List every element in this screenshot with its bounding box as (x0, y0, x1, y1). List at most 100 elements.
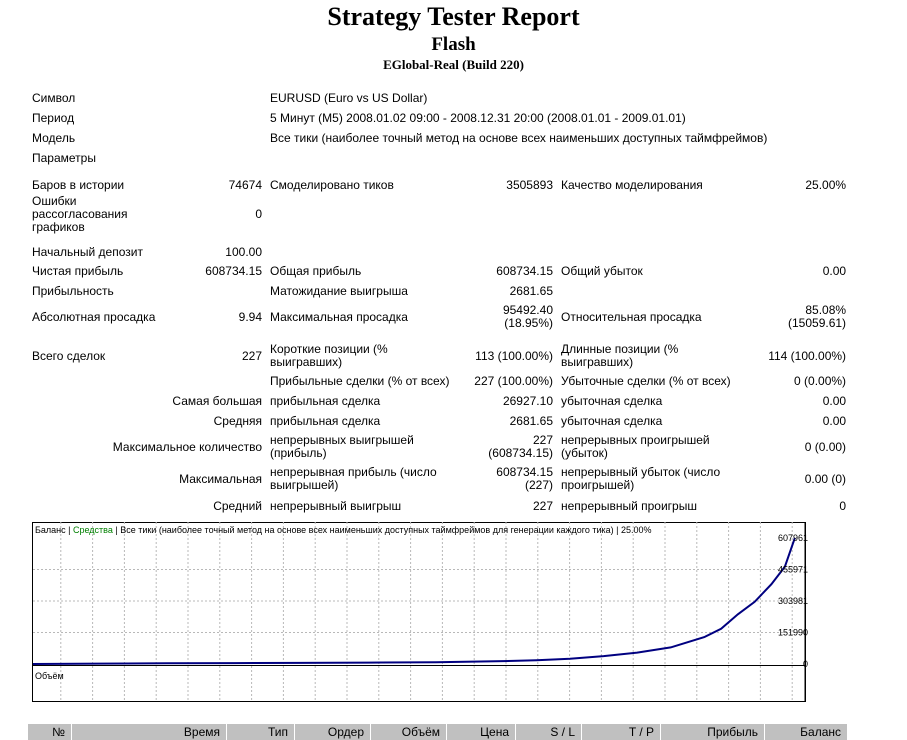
payoff-label: Матожидание выигрыша (270, 283, 408, 298)
model-value: Все тики (наиболее точный метод на основ… (270, 130, 768, 145)
avg-losses-label: непрерывный проигрыш (561, 498, 697, 513)
gross-loss-value: 0.00 (822, 263, 847, 278)
abs-drawdown-value: 9.94 (238, 309, 262, 324)
deals-column-header[interactable]: T / P (582, 724, 661, 740)
legend-sep: | (66, 525, 73, 535)
deposit-value: 100.00 (225, 244, 262, 259)
profit-factor-label: Прибыльность (32, 283, 114, 298)
loss-trades-label: Убыточные сделки (% от всех) (561, 373, 731, 388)
period-value: 5 Минут (M5) 2008.01.02 09:00 - 2008.12.… (270, 110, 686, 125)
model-label: Модель (32, 130, 76, 145)
net-profit-label: Чистая прибыль (32, 263, 124, 278)
deals-column-header[interactable]: Объём (371, 724, 447, 740)
cons-profit-value: 608734.15 (227) (496, 465, 553, 492)
cons-loss-label: непрерывный убыток (число проигрышей) (561, 465, 721, 492)
gross-profit-value: 608734.15 (496, 263, 553, 278)
long-label: Длинные позиции (% выигравших) (561, 342, 679, 369)
total-trades-label: Всего сделок (32, 348, 106, 363)
avg-loss-label: убыточная сделка (561, 413, 663, 428)
symbol-value: EURUSD (Euro vs US Dollar) (270, 90, 428, 105)
cons-wins-label: непрерывных выигрышей (прибыль) (270, 433, 414, 460)
legend-balance: Баланс (35, 525, 66, 535)
chart-main-frame (32, 522, 806, 666)
loss-trades-value: 0 (0.00%) (794, 373, 847, 388)
deals-column-header[interactable]: Тип (227, 724, 295, 740)
server-name: EGlobal-Real (Build 220) (383, 57, 524, 72)
max-count-label: Максимальное количество (112, 439, 262, 454)
avg-wins-value: 227 (532, 498, 553, 513)
period-label: Период (32, 110, 75, 125)
largest-loss-label: убыточная сделка (561, 393, 663, 408)
max-drawdown-label: Максимальная просадка (270, 309, 408, 324)
ticks-value: 3505893 (506, 177, 553, 192)
legend-rest: | Все тики (наиболее точный метод на осн… (113, 525, 652, 535)
rel-drawdown-abs: (15059.61) (788, 316, 847, 330)
legend-equity: Средства (73, 525, 113, 535)
chart-volume-frame (32, 665, 806, 702)
maximal-label: Максимальная (179, 471, 262, 486)
gross-profit-label: Общая прибыль (270, 263, 362, 278)
y-tick-label: 0 (803, 659, 808, 669)
gross-loss-label: Общий убыток (561, 263, 643, 278)
profit-trades-value: 227 (100.00%) (474, 373, 553, 388)
deals-column-header[interactable]: № (28, 724, 72, 740)
max-drawdown-pct: (18.95%) (504, 316, 553, 330)
y-axis-ticks: 607961 455971 303981 151990 0 (778, 533, 808, 669)
avg-loss-value: 0.00 (822, 413, 847, 428)
mismatch-label: Ошибки рассогласования графиков (32, 194, 128, 234)
chart-legend: Баланс | Средства | Все тики (наиболее т… (35, 525, 652, 535)
y-tick-label: 151990 (778, 628, 808, 638)
average-label: Средняя (213, 413, 262, 428)
largest-profit-label: прибыльная сделка (270, 393, 381, 408)
volume-label: Объём (35, 671, 64, 681)
largest-loss-value: 0.00 (822, 393, 847, 408)
deposit-label: Начальный депозит (32, 244, 143, 259)
deals-column-header[interactable]: Прибыль (661, 724, 765, 740)
max-drawdown-value: 95492.40 (502, 303, 553, 317)
params-label: Параметры (32, 150, 96, 165)
chart-grid (33, 522, 805, 702)
quality-label: Качество моделирования (561, 177, 703, 192)
deals-column-header[interactable]: Баланс (765, 724, 848, 740)
bars-label: Баров в истории (32, 177, 125, 192)
abs-drawdown-label: Абсолютная просадка (32, 309, 156, 324)
rel-drawdown-label: Относительная просадка (561, 309, 702, 324)
deals-column-header[interactable]: Ордер (295, 724, 371, 740)
avg-profit-label: прибыльная сделка (270, 413, 381, 428)
cons-losses-label: непрерывных проигрышей (убыток) (561, 433, 710, 460)
largest-label: Самая большая (172, 393, 262, 408)
short-value: 113 (100.00%) (475, 348, 553, 363)
y-tick-label: 303981 (778, 596, 808, 606)
y-tick-label: 455971 (778, 565, 808, 575)
total-trades-value: 227 (241, 348, 262, 363)
cons-profit-label: непрерывная прибыль (число выигрышей) (270, 465, 437, 492)
bars-value: 74674 (228, 177, 262, 192)
avg-profit-value: 2681.65 (509, 413, 553, 428)
cons-loss-value: 0.00 (0) (804, 471, 847, 486)
symbol-label: Символ (32, 90, 76, 105)
largest-profit-value: 26927.10 (502, 393, 553, 408)
y-tick-label: 607961 (778, 533, 808, 543)
deals-column-header[interactable]: Цена (447, 724, 516, 740)
expert-name: Flash (431, 34, 476, 55)
quality-value: 25.00% (805, 177, 847, 192)
report-table: Символ EURUSD (Euro vs US Dollar) Период… (28, 88, 850, 517)
cons-losses-value: 0 (0.00) (804, 439, 847, 454)
report-title: Strategy Tester Report (327, 2, 580, 31)
balance-chart: Баланс | Средства | Все тики (наиболее т… (32, 522, 808, 704)
cons-wins-value: 227 (608734.15) (488, 433, 553, 460)
ticks-label: Смоделировано тиков (270, 177, 394, 192)
avg-wins-label: непрерывный выигрыш (270, 498, 402, 513)
average2-label: Средний (213, 498, 262, 513)
balance-series-line (32, 537, 796, 665)
deals-column-header[interactable]: S / L (516, 724, 582, 740)
short-label: Короткие позиции (% выигравших) (270, 342, 388, 369)
payoff-value: 2681.65 (509, 283, 553, 298)
net-profit-value: 608734.15 (205, 263, 262, 278)
long-value: 114 (100.00%) (768, 348, 847, 363)
balance-chart-svg: Баланс | Средства | Все тики (наиболее т… (32, 522, 808, 702)
rel-drawdown-value: 85.08% (805, 303, 847, 317)
avg-losses-value: 0 (839, 498, 847, 513)
deals-column-header[interactable]: Время (72, 724, 227, 740)
